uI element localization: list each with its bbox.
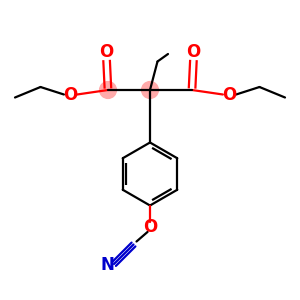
Text: O: O	[99, 43, 114, 61]
Text: O: O	[222, 85, 237, 103]
Text: N: N	[100, 256, 114, 274]
Text: O: O	[63, 85, 78, 103]
Text: O: O	[143, 218, 157, 236]
Circle shape	[142, 82, 158, 98]
Text: O: O	[186, 43, 201, 61]
Circle shape	[100, 82, 116, 98]
